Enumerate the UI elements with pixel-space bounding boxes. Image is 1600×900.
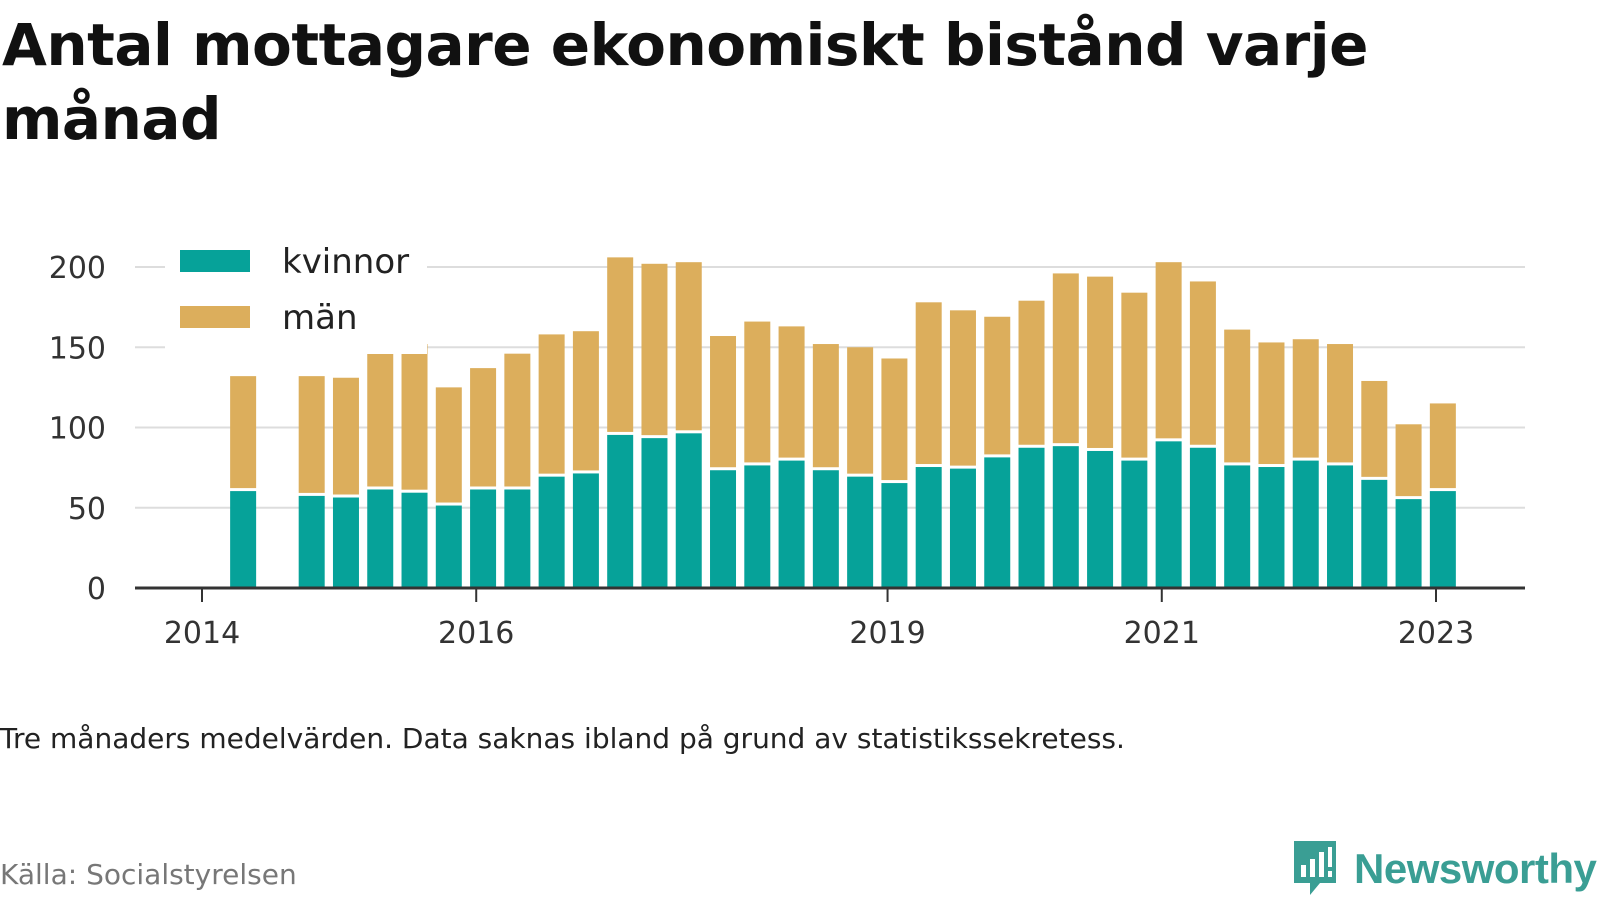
bar-kvinnor — [1327, 465, 1354, 588]
bar-man — [847, 347, 874, 474]
bar-kvinnor — [641, 438, 668, 588]
bar-kvinnor — [572, 473, 599, 588]
bar-man — [1018, 300, 1045, 445]
chart-title: Antal mottagare ekonomiskt bistånd varje… — [2, 11, 1369, 153]
newsworthy-logo-icon — [1294, 841, 1336, 895]
bar-kvinnor — [1395, 499, 1422, 588]
bar-man — [1327, 344, 1354, 463]
bar-man — [1121, 292, 1148, 458]
legend-swatch-man — [180, 306, 250, 328]
x-tick-label: 2019 — [849, 616, 925, 651]
legend: kvinnor män — [165, 232, 427, 354]
bar-kvinnor — [1224, 465, 1251, 588]
bar-man — [470, 368, 497, 487]
bar-kvinnor — [538, 476, 565, 588]
y-tick-label: 150 — [49, 331, 106, 366]
bar-man — [1292, 339, 1319, 458]
bar-man — [1361, 380, 1388, 477]
y-tick-label: 100 — [49, 412, 106, 447]
bar-kvinnor — [1018, 447, 1045, 588]
bar-kvinnor — [984, 457, 1011, 588]
bar-kvinnor — [710, 470, 737, 588]
bar-man — [1224, 329, 1251, 463]
x-tick-label: 2023 — [1398, 616, 1474, 651]
bar-kvinnor — [1155, 441, 1182, 588]
bar-kvinnor — [470, 489, 497, 588]
source-text: Källa: Socialstyrelsen — [0, 858, 297, 891]
bar-man — [881, 358, 908, 481]
y-tick-label: 0 — [87, 572, 106, 607]
bar-man — [607, 257, 634, 432]
bar-man — [744, 321, 771, 463]
bar-man — [367, 353, 394, 487]
legend-swatch-kvinnor — [180, 250, 250, 272]
bar-kvinnor — [1189, 447, 1216, 588]
bar-man — [1189, 281, 1216, 445]
brand-name: Newsworthy — [1354, 845, 1597, 892]
bar-kvinnor — [1052, 446, 1079, 588]
bar-man — [1429, 403, 1456, 489]
bar-kvinnor — [607, 434, 634, 588]
bar-man — [949, 310, 976, 466]
legend-label-kvinnor: kvinnor — [282, 242, 409, 282]
bar-kvinnor — [367, 489, 394, 588]
bar-man — [915, 302, 942, 465]
bar-man — [778, 326, 805, 458]
x-tick-label: 2016 — [438, 616, 514, 651]
newsworthy-logo: Newsworthy — [1290, 838, 1597, 900]
bar-kvinnor — [915, 467, 942, 588]
bar-man — [1395, 424, 1422, 497]
bar-man — [1052, 273, 1079, 444]
bar-kvinnor — [504, 489, 531, 588]
bar-kvinnor — [778, 460, 805, 588]
axes: 2014 2016 2019 2021 2023 — [135, 586, 1525, 651]
bars — [230, 257, 1456, 588]
bar-kvinnor — [1361, 479, 1388, 588]
bar-man — [435, 387, 462, 503]
bar-kvinnor — [298, 495, 325, 588]
bar-man — [1155, 262, 1182, 439]
bar-kvinnor — [401, 492, 428, 588]
bar-kvinnor — [230, 491, 257, 588]
bar-man — [812, 344, 839, 468]
bar-man — [298, 376, 325, 493]
bar-man — [1258, 342, 1285, 465]
bar-man — [984, 316, 1011, 455]
chart-footnote: Tre månaders medelvärden. Data saknas ib… — [0, 722, 1125, 755]
x-tick-label: 2021 — [1124, 616, 1200, 651]
bar-man — [675, 262, 702, 431]
bar-kvinnor — [1087, 450, 1114, 588]
bar-kvinnor — [332, 497, 359, 588]
legend-label-man: män — [282, 298, 358, 338]
bar-man — [1087, 276, 1114, 448]
bar-man — [332, 377, 359, 495]
stacked-bar-chart: 0 50 100 150 200 2014 2016 2019 2021 2023 kvinno… — [49, 232, 1525, 651]
bar-kvinnor — [1258, 467, 1285, 588]
bar-kvinnor — [949, 468, 976, 588]
bar-kvinnor — [812, 470, 839, 588]
bar-man — [572, 331, 599, 471]
bar-man — [641, 263, 668, 436]
bar-kvinnor — [744, 465, 771, 588]
y-tick-label: 50 — [68, 492, 106, 527]
bar-kvinnor — [847, 476, 874, 588]
bar-kvinnor — [1292, 460, 1319, 588]
bar-kvinnor — [881, 483, 908, 588]
x-tick-label: 2014 — [164, 616, 240, 651]
bar-man — [230, 376, 257, 489]
bar-kvinnor — [1121, 460, 1148, 588]
bar-kvinnor — [1429, 491, 1456, 588]
bar-kvinnor — [435, 505, 462, 588]
bar-man — [504, 353, 531, 487]
bar-man — [401, 344, 428, 490]
bar-man — [710, 336, 737, 468]
y-tick-label: 200 — [49, 251, 106, 286]
bar-kvinnor — [675, 433, 702, 588]
bar-man — [538, 334, 565, 474]
